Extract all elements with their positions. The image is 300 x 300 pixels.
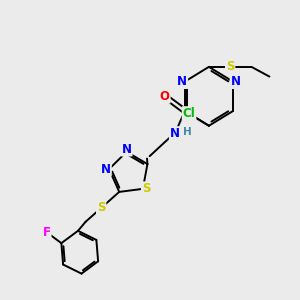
Text: Cl: Cl — [183, 107, 195, 120]
Text: N: N — [177, 75, 187, 88]
Text: S: S — [142, 182, 150, 195]
Text: S: S — [226, 60, 234, 74]
Text: N: N — [231, 75, 241, 88]
Text: N: N — [101, 163, 111, 176]
Text: N: N — [122, 142, 132, 155]
Text: N: N — [170, 127, 180, 140]
Text: S: S — [97, 201, 105, 214]
Text: F: F — [43, 226, 51, 239]
Text: O: O — [160, 90, 170, 103]
Text: H: H — [183, 127, 192, 136]
